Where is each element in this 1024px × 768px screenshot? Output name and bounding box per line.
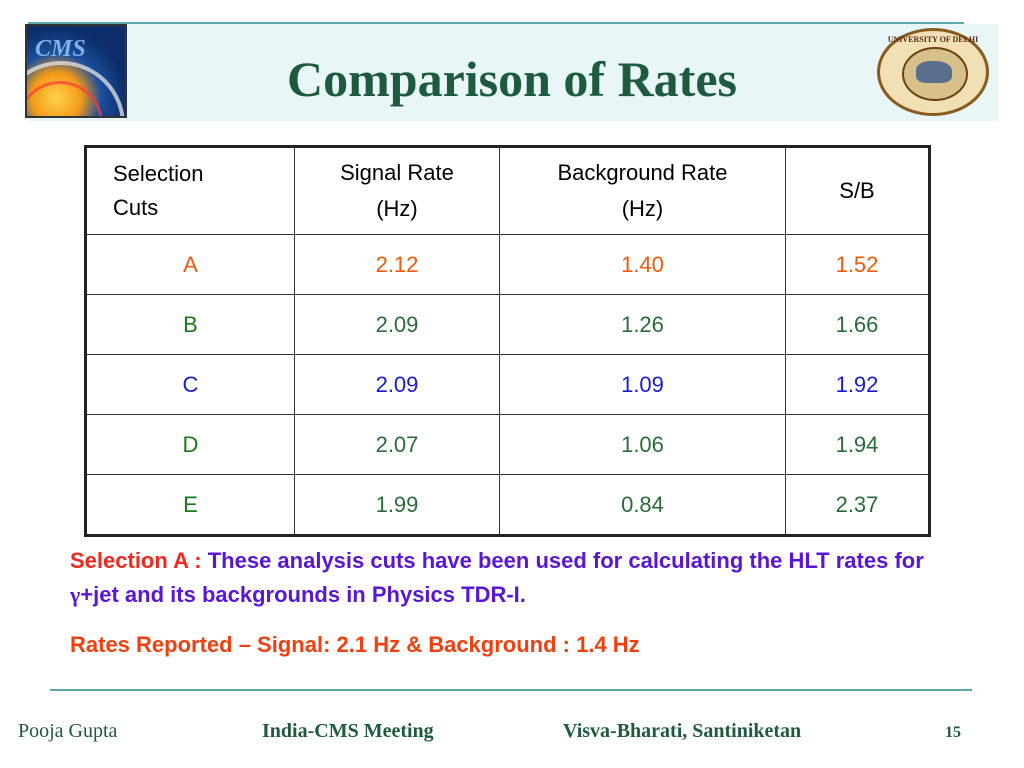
rates-reported-note: Rates Reported – Signal: 2.1 Hz & Backgr… xyxy=(70,632,640,657)
background-cell: 1.26 xyxy=(499,294,786,355)
cut-cell: A xyxy=(85,234,295,295)
gamma-symbol: γ xyxy=(70,582,81,607)
header-signal-line1: Signal Rate xyxy=(340,160,454,185)
background-cell: 0.84 xyxy=(499,474,786,536)
cut-cell: D xyxy=(85,414,295,475)
note1-text-b: +jet and its backgrounds in Physics TDR-… xyxy=(80,582,526,607)
footer-place: Visva-Bharati, Santiniketan xyxy=(563,720,802,742)
header-signal-line2: (Hz) xyxy=(376,196,418,221)
top-rule xyxy=(28,22,964,24)
cut-cell: C xyxy=(85,354,295,415)
signal-cell: 2.09 xyxy=(294,354,500,415)
header-background-line2: (Hz) xyxy=(621,196,664,221)
table-row: E 1.99 0.84 2.37 xyxy=(85,474,930,536)
header-signal-rate: Signal Rate (Hz) xyxy=(294,146,500,235)
table-row: D 2.07 1.06 1.94 xyxy=(85,414,930,475)
du-logo-text: UNIVERSITY OF DELHI xyxy=(887,35,979,44)
signal-cell: 2.12 xyxy=(294,234,500,295)
table-row: C 2.09 1.09 1.92 xyxy=(85,354,930,415)
background-cell: 1.06 xyxy=(499,414,786,475)
cut-cell: E xyxy=(85,474,295,536)
background-cell: 1.09 xyxy=(499,354,786,415)
table-header-row: Selection Cuts Signal Rate (Hz) Backgrou… xyxy=(85,146,930,235)
table-row: A 2.12 1.40 1.52 xyxy=(85,234,930,295)
header-background-line1: Background Rate xyxy=(557,160,728,185)
background-cell: 1.40 xyxy=(499,234,786,295)
slide-title: Comparison of Rates xyxy=(287,51,737,107)
header-selection-line1: Selection xyxy=(113,161,204,186)
elephant-icon xyxy=(916,61,952,83)
signal-cell: 2.09 xyxy=(294,294,500,355)
sb-cell: 1.92 xyxy=(785,354,930,415)
cms-logo-text: CMS xyxy=(35,36,86,62)
note1-prefix: Selection A : xyxy=(70,548,208,573)
header-sb: S/B xyxy=(785,146,930,235)
header-selection-cuts: Selection Cuts xyxy=(85,146,295,235)
footer-meeting: India-CMS Meeting xyxy=(262,720,434,742)
rates-table: Selection Cuts Signal Rate (Hz) Backgrou… xyxy=(84,145,931,537)
table-row: B 2.09 1.26 1.66 xyxy=(85,294,930,355)
signal-cell: 1.99 xyxy=(294,474,500,536)
note1-text-a: These analysis cuts have been used for c… xyxy=(207,548,924,573)
cms-logo: CMS xyxy=(25,24,127,118)
sb-cell: 2.37 xyxy=(785,474,930,536)
footer-author: Pooja Gupta xyxy=(18,720,118,742)
sb-cell: 1.66 xyxy=(785,294,930,355)
footer-rule xyxy=(50,689,972,691)
sb-cell: 1.52 xyxy=(785,234,930,295)
header-selection-line2: Cuts xyxy=(113,195,159,220)
header-background-rate: Background Rate (Hz) xyxy=(499,146,786,235)
selection-a-note: Selection A : These analysis cuts have b… xyxy=(70,544,970,612)
page-number: 15 xyxy=(945,724,961,741)
university-of-delhi-logo: UNIVERSITY OF DELHI xyxy=(877,28,989,116)
sb-cell: 1.94 xyxy=(785,414,930,475)
signal-cell: 2.07 xyxy=(294,414,500,475)
title-banner xyxy=(28,24,998,121)
cut-cell: B xyxy=(85,294,295,355)
